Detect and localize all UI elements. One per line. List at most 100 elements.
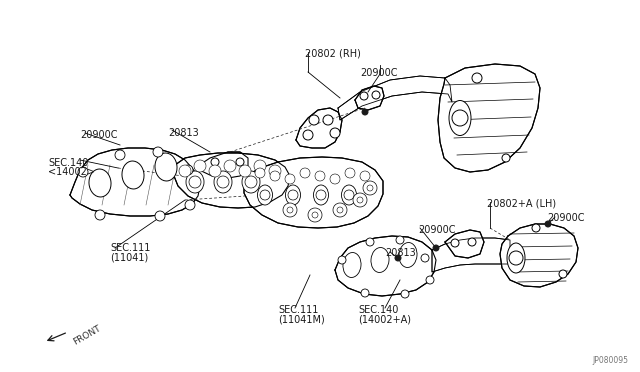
Text: 20813: 20813 bbox=[385, 248, 416, 258]
Circle shape bbox=[315, 171, 325, 181]
Ellipse shape bbox=[314, 185, 328, 205]
Circle shape bbox=[451, 239, 459, 247]
Circle shape bbox=[179, 165, 191, 177]
Circle shape bbox=[360, 92, 368, 100]
Circle shape bbox=[363, 181, 377, 195]
Text: 20802 (RH): 20802 (RH) bbox=[305, 48, 361, 58]
Ellipse shape bbox=[257, 185, 273, 205]
Text: <14002>: <14002> bbox=[48, 167, 95, 177]
Circle shape bbox=[209, 165, 221, 177]
Circle shape bbox=[330, 174, 340, 184]
Text: 20900C: 20900C bbox=[547, 213, 584, 223]
Circle shape bbox=[433, 245, 439, 251]
Ellipse shape bbox=[507, 243, 525, 273]
Circle shape bbox=[183, 165, 193, 175]
Circle shape bbox=[189, 176, 201, 188]
Polygon shape bbox=[338, 76, 452, 120]
Circle shape bbox=[338, 256, 346, 264]
Circle shape bbox=[401, 290, 409, 298]
Circle shape bbox=[366, 238, 374, 246]
Ellipse shape bbox=[155, 153, 177, 181]
Circle shape bbox=[323, 115, 333, 125]
Circle shape bbox=[353, 193, 367, 207]
Circle shape bbox=[426, 276, 434, 284]
Circle shape bbox=[153, 147, 163, 157]
Ellipse shape bbox=[342, 185, 356, 205]
Text: JP080095: JP080095 bbox=[592, 356, 628, 365]
Circle shape bbox=[285, 174, 295, 184]
Circle shape bbox=[217, 176, 229, 188]
Ellipse shape bbox=[89, 169, 111, 197]
Circle shape bbox=[185, 200, 195, 210]
Text: SEC.111: SEC.111 bbox=[110, 243, 150, 253]
Circle shape bbox=[283, 203, 297, 217]
Circle shape bbox=[224, 160, 236, 172]
Circle shape bbox=[396, 236, 404, 244]
Circle shape bbox=[532, 224, 540, 232]
Circle shape bbox=[115, 150, 125, 160]
Circle shape bbox=[421, 254, 429, 262]
Circle shape bbox=[360, 171, 370, 181]
Circle shape bbox=[345, 168, 355, 178]
Circle shape bbox=[211, 158, 219, 166]
Text: 20900C: 20900C bbox=[360, 68, 397, 78]
Circle shape bbox=[309, 115, 319, 125]
Circle shape bbox=[194, 160, 206, 172]
Circle shape bbox=[452, 110, 468, 126]
Circle shape bbox=[236, 158, 244, 166]
Circle shape bbox=[472, 73, 482, 83]
Polygon shape bbox=[70, 148, 200, 216]
Circle shape bbox=[361, 289, 369, 297]
Circle shape bbox=[372, 91, 380, 99]
Circle shape bbox=[287, 207, 293, 213]
Circle shape bbox=[362, 109, 368, 115]
Circle shape bbox=[330, 128, 340, 138]
Polygon shape bbox=[244, 157, 383, 228]
Circle shape bbox=[255, 168, 265, 178]
Ellipse shape bbox=[186, 171, 204, 193]
Circle shape bbox=[78, 167, 88, 177]
Polygon shape bbox=[296, 108, 342, 148]
Ellipse shape bbox=[449, 100, 471, 135]
Text: (11041): (11041) bbox=[110, 252, 148, 262]
Ellipse shape bbox=[399, 243, 417, 267]
Circle shape bbox=[509, 251, 523, 265]
Circle shape bbox=[559, 270, 567, 278]
Circle shape bbox=[502, 154, 510, 162]
Circle shape bbox=[337, 207, 343, 213]
Circle shape bbox=[155, 211, 165, 221]
Polygon shape bbox=[438, 64, 540, 172]
Circle shape bbox=[468, 238, 476, 246]
Text: SEC.140: SEC.140 bbox=[358, 305, 398, 315]
Circle shape bbox=[239, 165, 251, 177]
Circle shape bbox=[270, 171, 280, 181]
Circle shape bbox=[254, 160, 266, 172]
Circle shape bbox=[333, 203, 347, 217]
Ellipse shape bbox=[343, 253, 361, 278]
Polygon shape bbox=[195, 152, 248, 178]
Ellipse shape bbox=[285, 185, 301, 205]
Circle shape bbox=[316, 190, 326, 200]
Text: (14002+A): (14002+A) bbox=[358, 314, 411, 324]
Polygon shape bbox=[432, 238, 510, 272]
Circle shape bbox=[260, 190, 270, 200]
Polygon shape bbox=[500, 224, 578, 287]
Text: SEC.140: SEC.140 bbox=[48, 158, 88, 168]
Circle shape bbox=[395, 255, 401, 261]
Ellipse shape bbox=[242, 171, 260, 193]
Circle shape bbox=[288, 190, 298, 200]
Text: (11041M): (11041M) bbox=[278, 314, 324, 324]
Polygon shape bbox=[335, 236, 436, 296]
Circle shape bbox=[545, 221, 551, 227]
Circle shape bbox=[357, 197, 363, 203]
Circle shape bbox=[269, 165, 281, 177]
Circle shape bbox=[95, 210, 105, 220]
Circle shape bbox=[367, 185, 373, 191]
Circle shape bbox=[344, 190, 354, 200]
Text: 20802+A (LH): 20802+A (LH) bbox=[487, 198, 556, 208]
Text: 20900C: 20900C bbox=[80, 130, 118, 140]
Ellipse shape bbox=[371, 247, 389, 272]
Circle shape bbox=[312, 212, 318, 218]
Text: 20813: 20813 bbox=[168, 128, 199, 138]
Circle shape bbox=[303, 130, 313, 140]
